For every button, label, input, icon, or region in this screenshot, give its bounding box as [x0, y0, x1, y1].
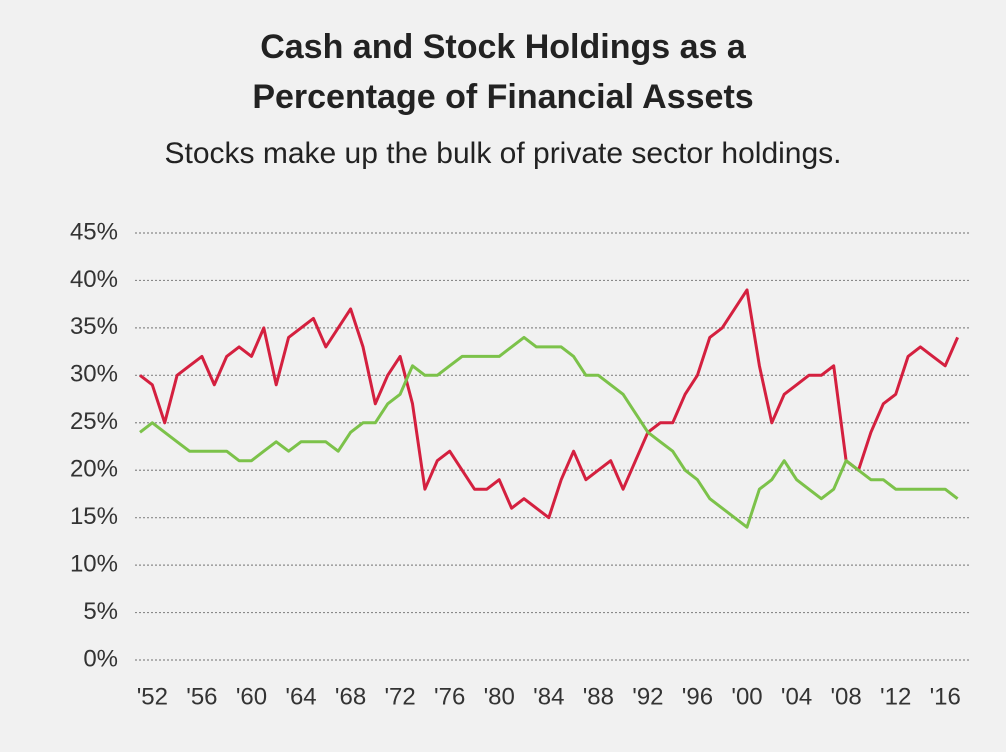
x-tick-label: '56 [186, 683, 217, 710]
x-tick-label: '08 [830, 683, 861, 710]
y-tick-label: 35% [70, 313, 118, 340]
data-line [139, 288, 959, 520]
y-tick-label: 45% [70, 218, 118, 245]
x-tick-label: '04 [781, 683, 812, 710]
y-tick-label: 20% [70, 456, 118, 483]
x-tick-label: '64 [285, 683, 316, 710]
x-tick-label: '72 [384, 683, 415, 710]
x-tick-label: '52 [137, 683, 168, 710]
y-tick-label: 15% [70, 503, 118, 530]
y-tick-label: 0% [83, 645, 118, 672]
x-tick-label: '92 [632, 683, 663, 710]
y-tick-label: 30% [70, 361, 118, 388]
x-tick-label: '00 [731, 683, 762, 710]
x-tick-label: '80 [484, 683, 515, 710]
x-tick-label: '88 [583, 683, 614, 710]
chart-title: Cash and Stock Holdings as a Percentage … [252, 28, 754, 116]
x-tick-label: '60 [236, 683, 267, 710]
y-tick-label: 25% [70, 408, 118, 435]
chart-subtitle: Stocks make up the bulk of private secto… [164, 137, 842, 170]
x-tick-label: '76 [434, 683, 465, 710]
y-tick-label: 5% [83, 598, 118, 625]
x-tick-label: '12 [880, 683, 911, 710]
y-tick-label: 40% [70, 266, 118, 293]
x-tick-label: '84 [533, 683, 564, 710]
x-tick-label: '68 [335, 683, 366, 710]
y-tick-label: 10% [70, 550, 118, 577]
x-tick-label: '16 [930, 683, 961, 710]
x-tick-label: '96 [682, 683, 713, 710]
data-line [139, 335, 959, 529]
